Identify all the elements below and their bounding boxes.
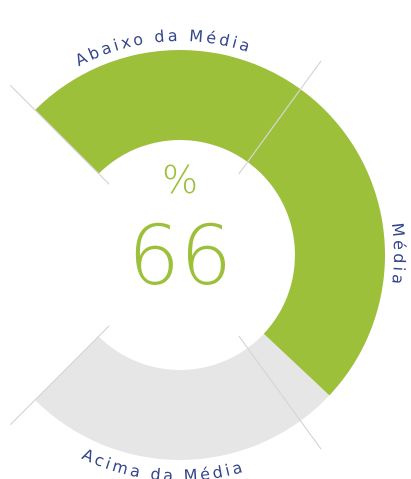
band-label-text: Média	[388, 222, 409, 288]
gauge-value-arc	[35, 49, 386, 396]
unit-label: %	[162, 158, 198, 202]
band-divider	[9, 325, 110, 426]
band-divider	[9, 84, 110, 185]
band-divider	[238, 60, 322, 175]
band-label: Média	[388, 222, 406, 288]
band-divider	[238, 335, 322, 450]
value-label: 66	[128, 209, 232, 304]
